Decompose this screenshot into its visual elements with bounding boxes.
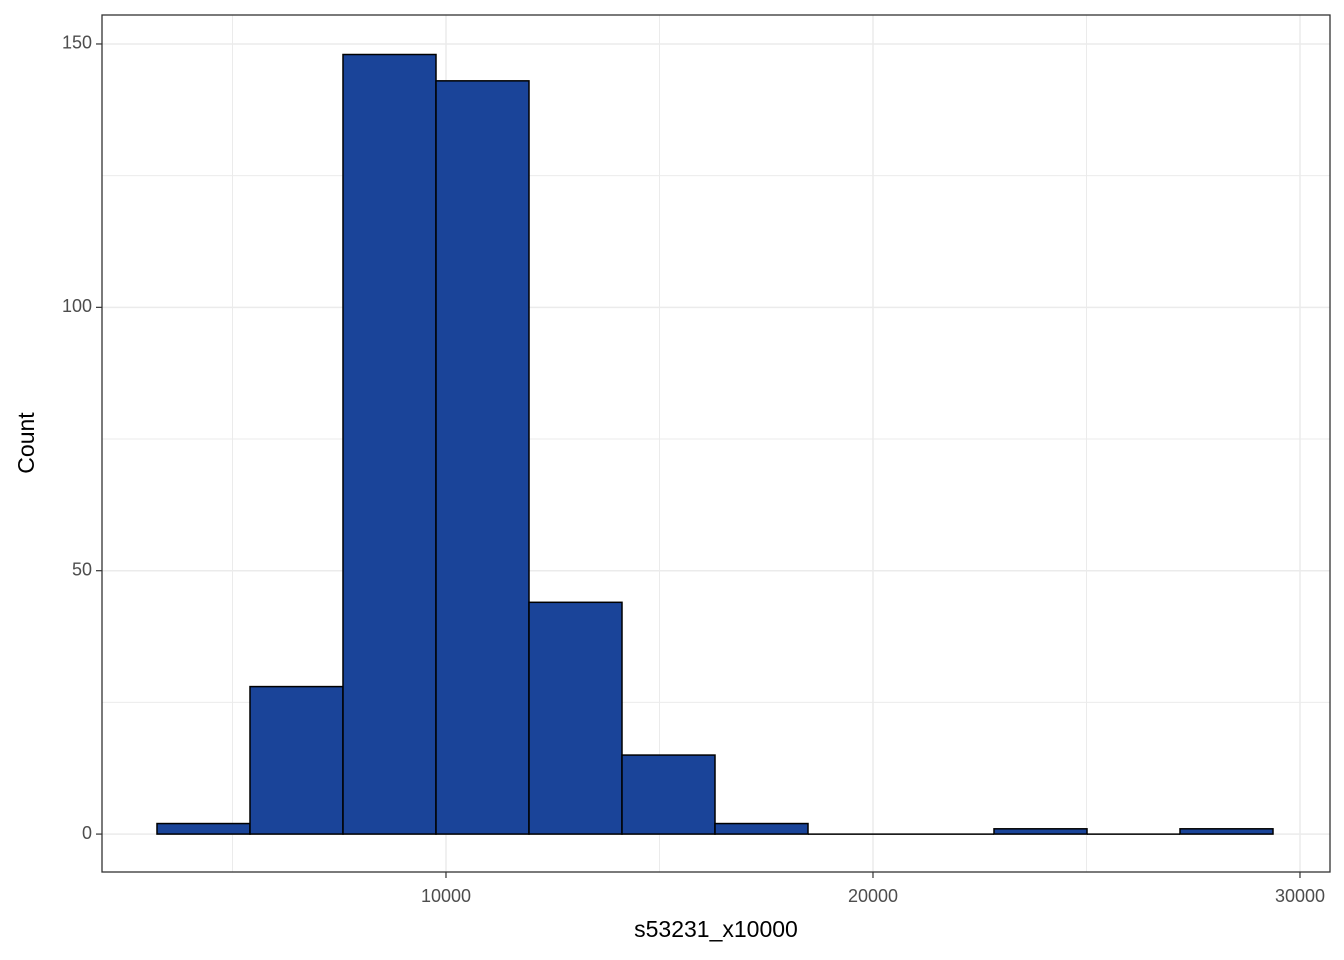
x-axis-title: s53231_x10000 xyxy=(634,916,798,942)
y-tick-label: 150 xyxy=(62,33,92,53)
bar xyxy=(1179,828,1274,835)
bar xyxy=(156,822,251,835)
bar xyxy=(342,53,437,835)
y-tick-label: 0 xyxy=(82,823,92,843)
x-tick-label: 10000 xyxy=(421,886,471,906)
bar xyxy=(435,80,530,835)
x-tick-label: 20000 xyxy=(848,886,898,906)
bar xyxy=(714,822,809,835)
y-tick-label: 100 xyxy=(62,296,92,316)
bar xyxy=(621,754,716,835)
panel-border xyxy=(101,14,1331,873)
bar xyxy=(993,828,1088,835)
y-tick-label: 50 xyxy=(72,559,92,579)
x-tick-label: 30000 xyxy=(1275,886,1325,906)
y-axis-title: Count xyxy=(13,412,39,474)
bar xyxy=(528,601,623,835)
bar xyxy=(249,685,344,835)
